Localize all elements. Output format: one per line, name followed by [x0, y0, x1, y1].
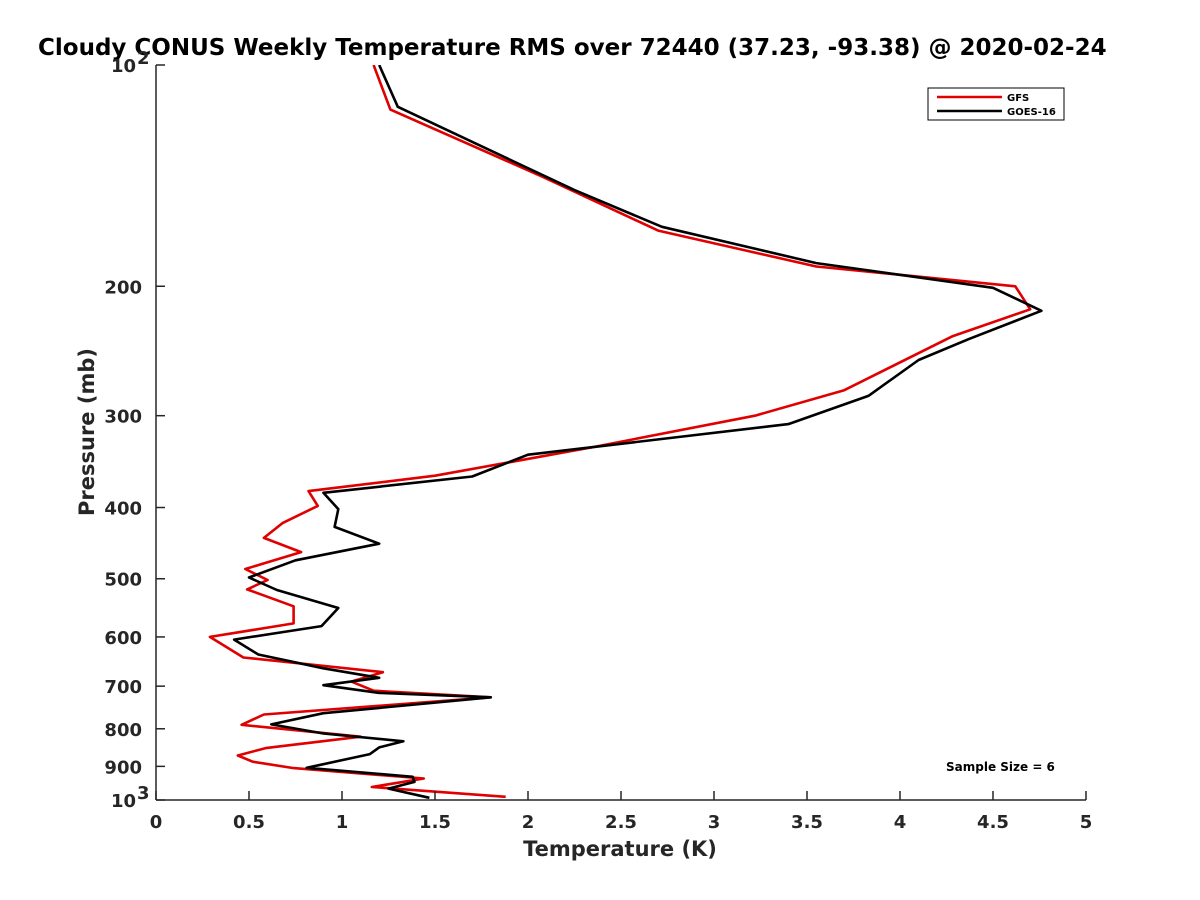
y-tick-label: 200 — [104, 277, 142, 298]
y-tick-exponent: 3 — [137, 783, 150, 804]
x-tick-label: 4 — [894, 812, 907, 833]
x-tick-label: 1 — [336, 812, 349, 833]
y-tick-exponent: 2 — [137, 48, 150, 69]
x-tick-label: 4.5 — [977, 812, 1009, 833]
legend-label-goes16: GOES-16 — [1007, 107, 1056, 118]
x-tick-label: 3.5 — [791, 812, 823, 833]
x-tick-label: 0.5 — [233, 812, 265, 833]
y-tick-label: 400 — [104, 499, 142, 520]
series-line-goes16 — [232, 65, 1043, 800]
x-tick-label: 3 — [708, 812, 721, 833]
y-axis-label: Pressure (mb) — [75, 348, 99, 516]
x-tick-label: 0 — [150, 812, 163, 833]
legend: GFS GOES-16 — [927, 87, 1065, 121]
plot-lines — [208, 65, 1043, 800]
series-line-gfs — [208, 65, 1032, 799]
legend-box — [927, 87, 1065, 121]
y-tick-label: 10 — [111, 56, 136, 77]
y-tick-label: 600 — [104, 628, 142, 649]
x-tick-label: 5 — [1080, 812, 1093, 833]
y-tick-label: 10 — [111, 791, 136, 812]
x-axis-label: Temperature (K) — [523, 837, 717, 861]
x-tick-label: 2 — [522, 812, 535, 833]
x-axis-ticks: 0 0.5 1 1.5 2 2.5 3 3.5 4 4.5 5 — [150, 791, 1093, 833]
y-tick-label: 800 — [104, 720, 142, 741]
y-tick-label: 900 — [104, 757, 142, 778]
chart-title: Cloudy CONUS Weekly Temperature RMS over… — [38, 35, 1107, 61]
legend-label-gfs: GFS — [1007, 93, 1029, 104]
y-tick-label: 700 — [104, 677, 142, 698]
y-tick-label: 300 — [104, 407, 142, 428]
sample-size-annotation: Sample Size = 6 — [946, 760, 1055, 774]
x-tick-label: 2.5 — [605, 812, 637, 833]
y-tick-label: 500 — [104, 570, 142, 591]
x-tick-label: 1.5 — [419, 812, 451, 833]
